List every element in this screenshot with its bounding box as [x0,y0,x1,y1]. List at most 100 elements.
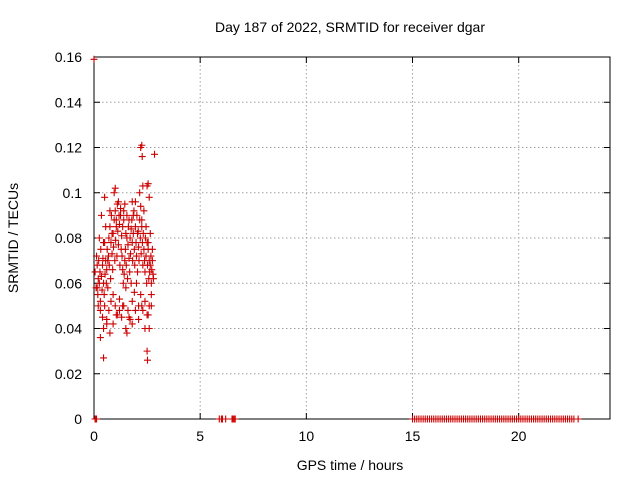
data-point [103,315,111,323]
data-point [130,245,138,253]
data-point [135,243,143,251]
data-point [142,223,150,231]
data-point [104,257,112,265]
data-point [118,313,126,321]
data-point [131,306,139,314]
data-point [93,284,101,292]
data-point [104,252,112,260]
y-tick-label: 0 [74,411,82,427]
data-point [111,302,119,310]
data-point [106,329,114,337]
data-point [98,313,106,321]
data-point [125,313,133,321]
data-point [101,302,109,310]
data-point [126,268,134,276]
data-point [138,216,146,224]
data-point [222,415,230,423]
data-point [109,266,117,274]
data-point [102,223,110,231]
data-point [106,207,114,215]
data-point [129,211,137,219]
data-point [108,250,116,258]
data-point [107,239,115,247]
data-point [105,306,113,314]
data-point [147,291,155,299]
y-axis-label: SRMTID / TECUs [5,183,21,293]
data-point [146,229,154,237]
data-point [95,234,103,242]
data-point [128,198,136,206]
data-point [119,266,127,274]
chart-title: Day 187 of 2022, SRMTID for receiver dga… [215,19,485,35]
data-point [117,211,125,219]
data-point [136,189,144,197]
data-point [134,268,142,276]
data-point [100,354,108,362]
data-point [107,297,115,305]
data-point [123,211,131,219]
data-point [98,286,106,294]
data-point [107,275,115,283]
data-point [112,236,120,244]
data-point [129,257,137,265]
data-point [144,180,152,188]
data-point [101,193,109,201]
data-point [110,243,118,251]
data-point [122,284,130,292]
data-point [102,279,110,287]
data-point [122,325,130,332]
data-point [100,239,108,247]
data-point [121,257,129,265]
grid [94,57,610,419]
data-point [121,245,129,253]
data-point [100,325,108,332]
data-point [114,241,122,249]
data-point [138,302,146,310]
data-point [109,320,117,328]
data-point [111,257,119,265]
data-point [137,250,145,258]
y-tick-label: 0.02 [55,366,82,382]
data-point [119,223,127,231]
data-point [151,150,159,158]
data-point [131,261,139,269]
data-point [574,415,582,423]
data-point [123,234,131,242]
data-points [90,55,582,423]
data-point [128,297,136,305]
data-point [98,261,106,269]
x-tick-label: 15 [405,428,421,444]
data-point [101,270,109,278]
data-point [96,297,104,305]
y-tick-label: 0.04 [55,321,82,337]
data-point [147,279,155,287]
data-point [103,245,111,253]
data-point [94,291,102,299]
data-point [97,245,105,253]
data-point [123,329,131,337]
data-point [132,279,140,287]
data-point [116,261,124,269]
data-point [95,257,103,265]
data-point [114,227,122,235]
data-point [90,55,98,63]
data-point [144,356,152,364]
data-point [120,270,128,278]
x-tick-label: 10 [299,428,315,444]
data-point [105,234,113,242]
data-point [127,250,135,258]
data-point [147,252,155,260]
data-point [139,306,147,314]
data-point [97,211,105,219]
data-point [127,225,135,233]
data-point [134,229,142,237]
x-tick-labels: 0 5 10 15 20 [90,428,527,444]
data-point [112,216,120,224]
data-point [118,232,126,240]
data-point [115,295,123,303]
data-point [138,141,146,149]
data-point [130,288,138,296]
data-point [100,291,108,299]
data-point [112,311,120,319]
